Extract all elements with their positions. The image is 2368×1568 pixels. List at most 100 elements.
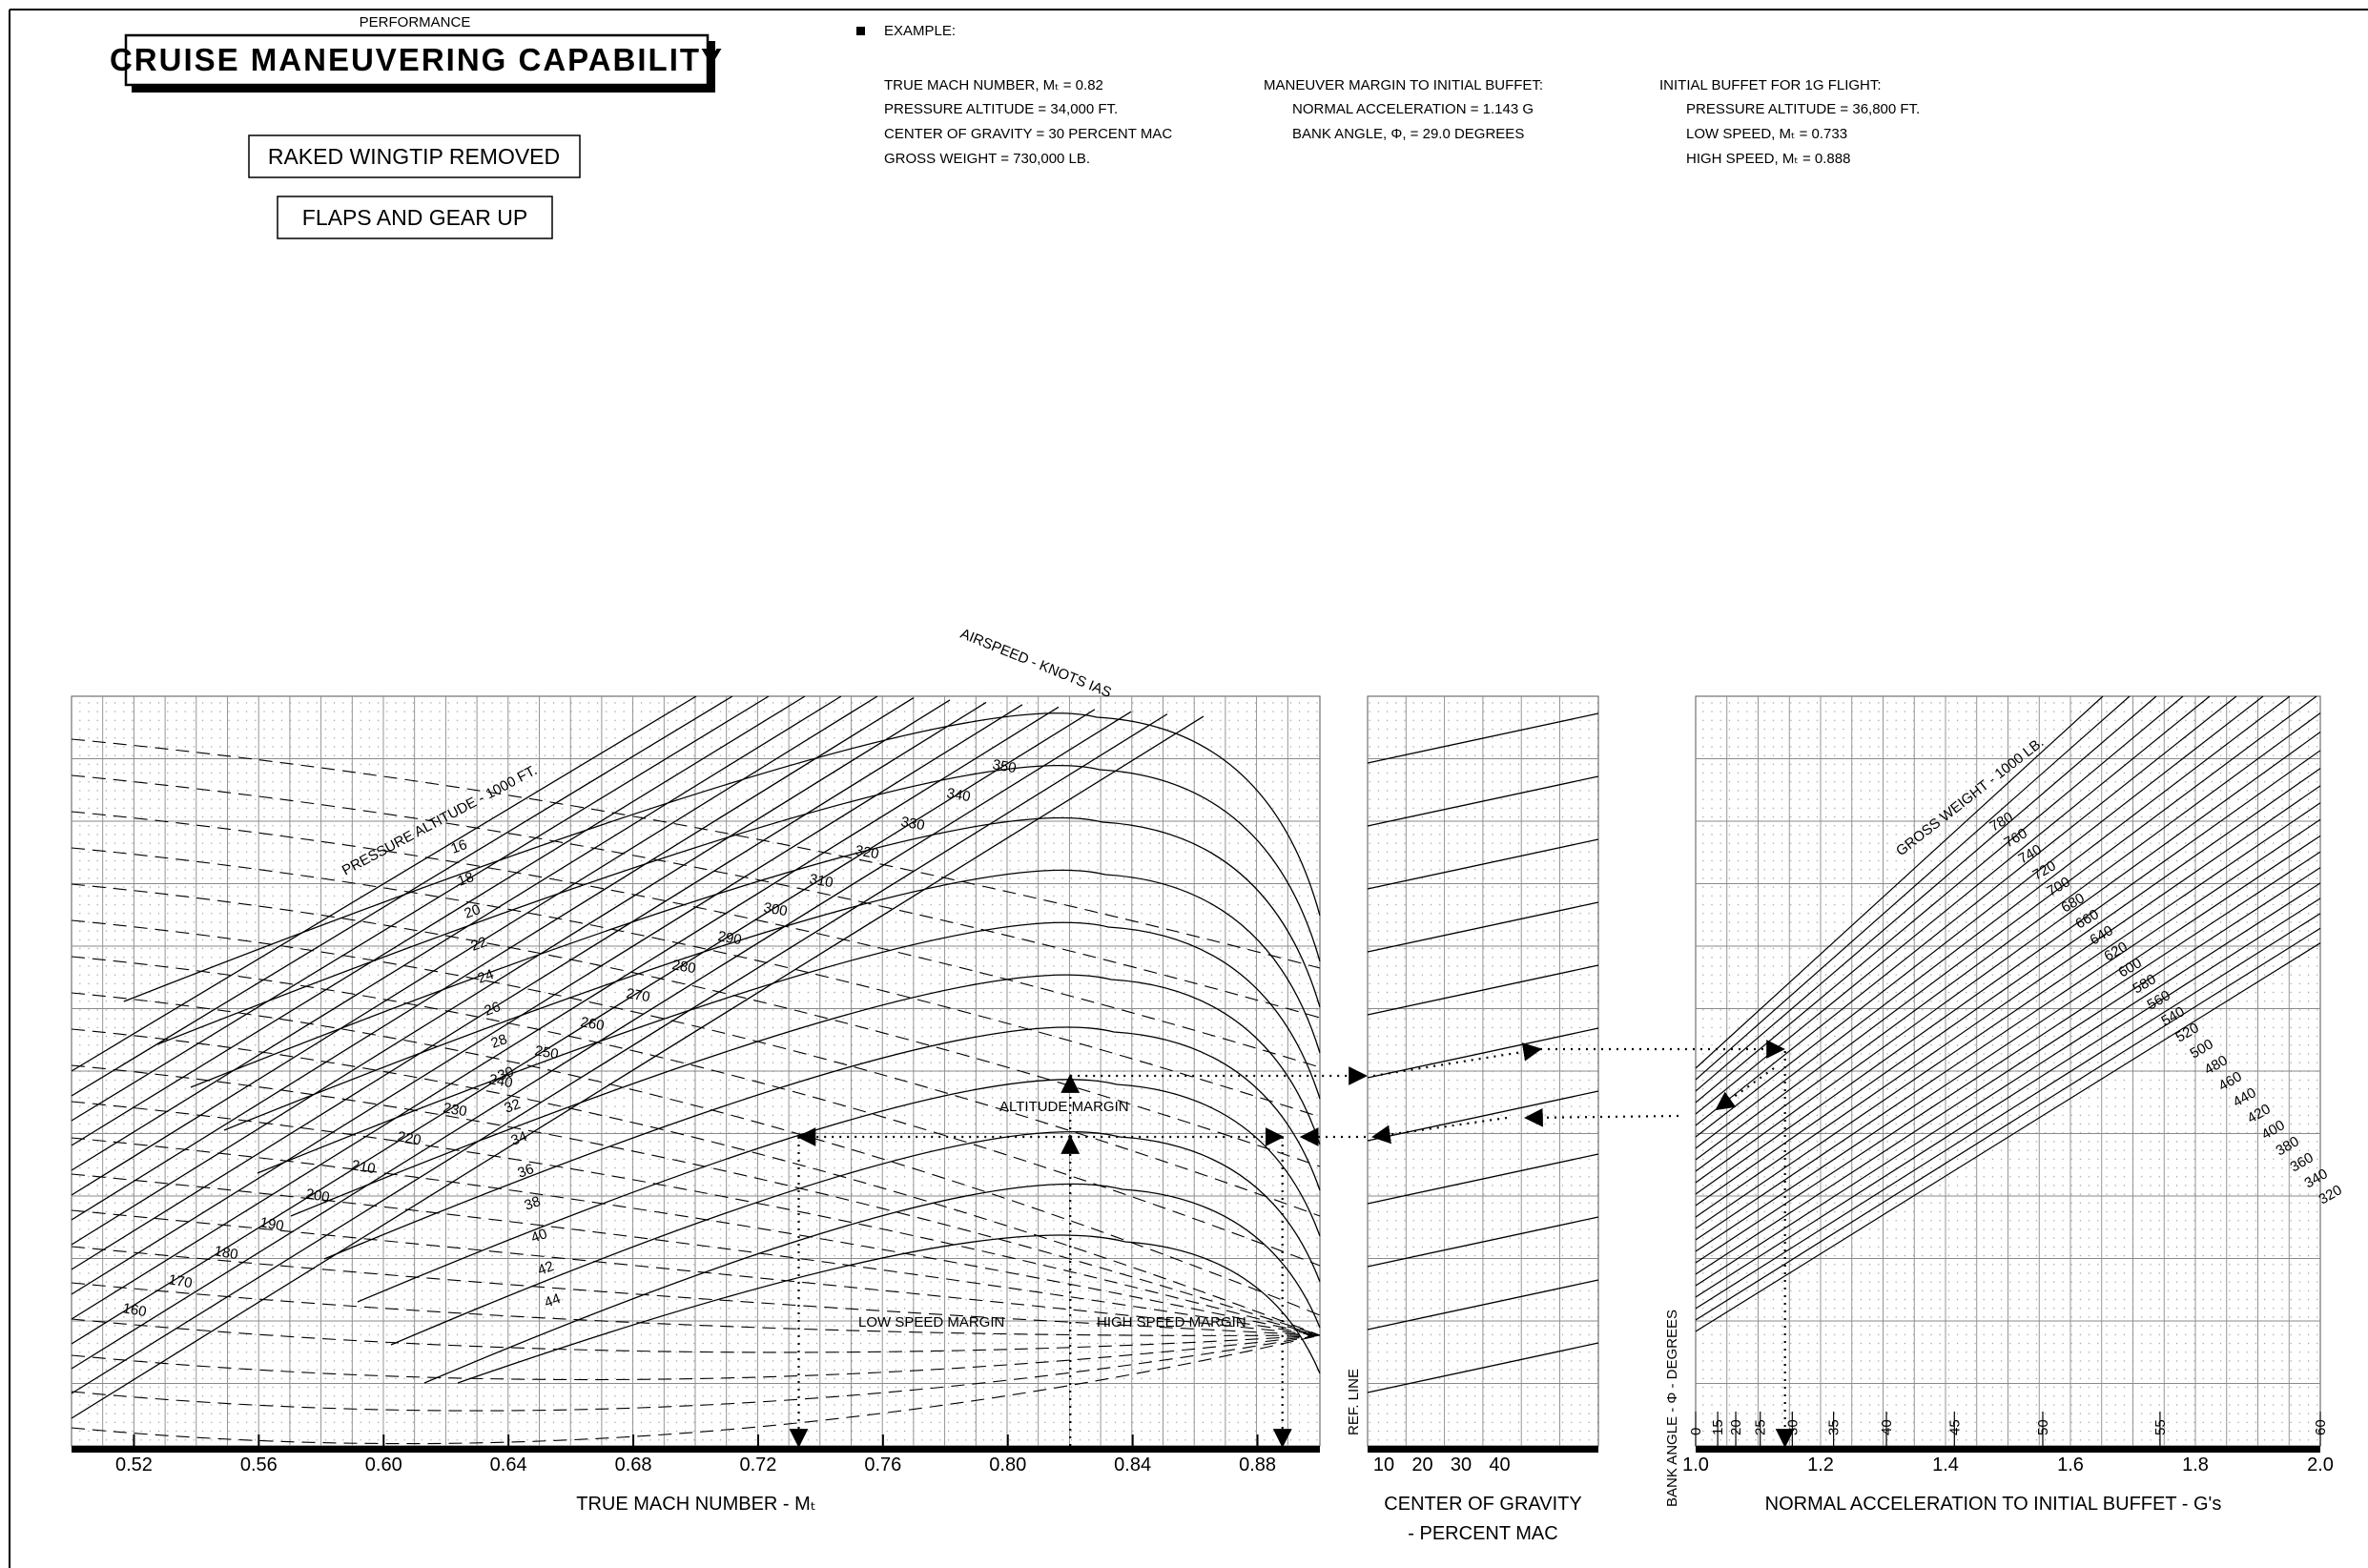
altitude-line [71, 695, 806, 1146]
airspeed-line [71, 774, 1321, 1019]
bank-tick-label: 0 [1688, 1428, 1704, 1435]
gross-weight-line [1695, 695, 2264, 1138]
bank-axis-label: BANK ANGLE - Φ - DEGREES [1664, 1310, 1680, 1507]
accel-tick-label: 2.0 [2307, 1455, 2334, 1475]
chart-panels [71, 695, 2321, 1447]
airspeed-line [71, 1334, 1321, 1412]
cg-axis-label-2: - PERCENT MAC [1408, 1523, 1557, 1544]
buffet-boundary-curve [323, 1026, 1321, 1260]
cg-line [1367, 1342, 1599, 1393]
gross-weight-line [1695, 695, 2131, 1081]
altitude-value-label: 40 [529, 1226, 549, 1247]
gross-weight-line [1695, 750, 2321, 1195]
airspeed-line [71, 1137, 1321, 1336]
axis-ticks: 0.52 0.56 0.60 0.64 0.68 0.72 0.76 0.80 0.84 0.88… [115, 1412, 2334, 1475]
gross-weight-line [1695, 732, 2321, 1184]
ref-line-label: REF. LINE [1346, 1369, 1362, 1435]
example-path [789, 1040, 1795, 1448]
airspeed-line [71, 847, 1321, 1118]
buffet-boundary-curve [123, 712, 1321, 1002]
gross-weight-line [1695, 768, 2321, 1207]
cg-line [1367, 838, 1599, 890]
gross-weight-line [1695, 695, 2237, 1126]
altitude-value-label: 38 [523, 1193, 543, 1214]
mach-tick-label: 0.88 [1239, 1455, 1276, 1475]
altitude-value-label: 20 [463, 901, 483, 922]
config-box-1: RAKED WINGTIP REMOVED [248, 134, 581, 178]
airspeed-line [71, 738, 1321, 969]
altitude-value-label: 34 [509, 1128, 529, 1149]
buffet-boundary-curve [290, 974, 1321, 1217]
mach-axis-label: TRUE MACH NUMBER - Mₜ [576, 1494, 815, 1515]
airspeed-value-label: 220 [396, 1128, 422, 1148]
cg-tick-label: 10 [1373, 1455, 1394, 1475]
title-box: CRUISE MANEUVERING CAPABILITY [110, 33, 722, 93]
airspeed-line [71, 1334, 1321, 1445]
gross-weight-line [1695, 695, 2184, 1104]
airspeed-value-label: 340 [945, 785, 972, 805]
section-label: PERFORMANCE [360, 14, 471, 31]
page-border [9, 9, 2368, 1568]
mach-tick-label: 0.68 [615, 1455, 652, 1475]
example-to-cg-lower [1524, 1107, 1679, 1127]
airspeed-value-label: 290 [716, 928, 743, 948]
cg-tick-label: 40 [1489, 1455, 1510, 1475]
buffet-boundary-curve [156, 765, 1321, 1045]
airspeed-value-label: 200 [304, 1186, 331, 1206]
gross-weight-line [1695, 851, 2321, 1264]
airspeed-line [71, 919, 1321, 1217]
cg-tick-label: 20 [1411, 1455, 1432, 1475]
altitude-line [71, 695, 842, 1171]
airspeed-value-label: 180 [213, 1243, 239, 1263]
example-heading-buffet: INITIAL BUFFET FOR 1G FLIGHT: [1659, 77, 1882, 93]
cg-line [1367, 1216, 1599, 1268]
altitude-value-label: 18 [456, 869, 476, 890]
altitude-value-label: 22 [469, 934, 489, 955]
buffet-boundary-curve [357, 1079, 1321, 1303]
example-cg-upper-line [1372, 1042, 1542, 1078]
mach-tick-label: 0.84 [1114, 1455, 1151, 1475]
accel-axis-bar [1696, 1446, 2320, 1453]
airspeed-value-label: 190 [258, 1214, 285, 1234]
cg-tick-label: 30 [1451, 1455, 1472, 1475]
airspeed-line [71, 1246, 1321, 1336]
altitude-line [71, 709, 1096, 1345]
config-label-flaps: FLAPS AND GEAR UP [302, 205, 527, 230]
altitude-line [71, 701, 987, 1270]
cg-line [1367, 964, 1599, 1016]
gross-weight-line [1695, 695, 2157, 1092]
gross-weight-line [1695, 818, 2321, 1241]
buffet-boundary-curve [457, 1234, 1321, 1384]
mach-tick-label: 0.80 [989, 1455, 1026, 1475]
cg-line [1367, 1279, 1599, 1331]
config-label-wingtip: RAKED WINGTIP REMOVED [268, 144, 560, 169]
cg-line [1367, 1153, 1599, 1205]
example-line: PRESSURE ALTITUDE = 34,000 FT. [884, 101, 1118, 117]
cg-line [1367, 775, 1599, 827]
low-speed-margin-label: LOW SPEED MARGIN [858, 1314, 1004, 1331]
accel-tick-label: 1.0 [1682, 1455, 1709, 1475]
airspeed-line [71, 1282, 1321, 1336]
example-line: LOW SPEED, Mₜ = 0.733 [1686, 126, 1847, 142]
example-line: GROSS WEIGHT = 730,000 LB. [884, 151, 1090, 167]
airspeed-line [71, 1028, 1321, 1336]
altitude-value-label: 28 [489, 1031, 509, 1052]
altitude-value-label: 44 [543, 1290, 563, 1311]
airspeed-value-label: 320 [854, 842, 880, 862]
example-line: CENTER OF GRAVITY = 30 PERCENT MAC [884, 126, 1172, 142]
gross-weight-line [1695, 785, 2321, 1218]
altitude-value-label: 30 [496, 1063, 516, 1084]
gross-weight-line [1695, 927, 2321, 1321]
example-line: PRESSURE ALTITUDE = 36,800 FT. [1686, 101, 1920, 117]
gross-weight-line [1695, 913, 2321, 1310]
airspeed-value-label: 230 [442, 1100, 468, 1120]
high-speed-margin-label: HIGH SPEED MARGIN [1097, 1314, 1246, 1331]
chart-curves [71, 695, 2321, 1445]
accel-axis-label: NORMAL ACCELERATION TO INITIAL BUFFET - … [1765, 1494, 2222, 1515]
gross-weight-line [1695, 897, 2321, 1298]
airspeed-value-label: 330 [899, 814, 926, 834]
altitude-value-label: 42 [536, 1258, 556, 1279]
altitude-value-label: 26 [483, 999, 503, 1020]
buffet-boundary-curve [390, 1130, 1321, 1346]
